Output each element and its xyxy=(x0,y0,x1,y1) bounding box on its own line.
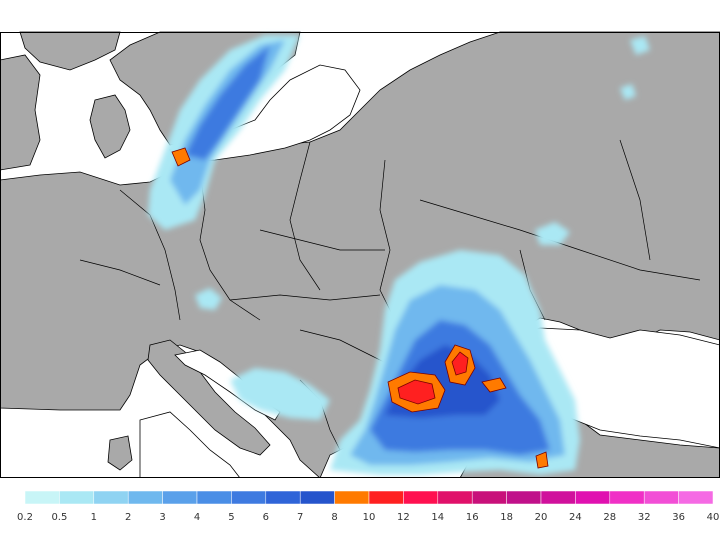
precip-area xyxy=(630,36,650,55)
precipitation-cores xyxy=(171,147,549,469)
land-denmark xyxy=(89,94,131,159)
legend-tick-label: 32 xyxy=(638,512,651,523)
legend-swatch xyxy=(403,490,439,505)
legend-swatches xyxy=(24,490,714,505)
legend-tick-label: 3 xyxy=(159,512,165,523)
legend-swatch xyxy=(334,490,370,505)
legend-tick-label: 16 xyxy=(466,512,479,523)
legend-tick-label: 2 xyxy=(125,512,131,523)
precip-core-red xyxy=(451,351,469,376)
legend-tick-label: 20 xyxy=(535,512,548,523)
precipitation-map xyxy=(0,31,720,478)
legend-tick-label: 0.2 xyxy=(17,512,33,523)
border-line xyxy=(259,229,385,251)
legend-tick-label: 6 xyxy=(263,512,269,523)
legend-swatch xyxy=(162,490,198,505)
legend-swatch xyxy=(437,490,473,505)
land-norway xyxy=(19,31,121,71)
legend-swatch xyxy=(299,490,335,505)
legend-tick-label: 14 xyxy=(431,512,444,523)
legend-tick-label: 36 xyxy=(672,512,685,523)
legend-swatch xyxy=(93,490,129,505)
border-line xyxy=(619,139,651,261)
precip-area xyxy=(535,222,570,245)
legend-swatch xyxy=(231,490,267,505)
legend-swatch xyxy=(609,490,645,505)
legend-tick-label: 12 xyxy=(397,512,410,523)
border-line xyxy=(229,294,381,301)
legend-tick-label: 4 xyxy=(194,512,200,523)
precip-area xyxy=(195,288,222,310)
legend-labels: 0.2 0.5 1 2 3 4 5 6 7 8 10 12 14 16 18 20 24 28 32 36 40 xyxy=(17,512,719,523)
precip-area xyxy=(185,45,270,160)
legend: 0.2 0.5 1 2 3 4 5 6 7 8 10 12 14 16 18 20 24 28 32 36 40 xyxy=(17,490,719,523)
border-line xyxy=(119,189,181,321)
land-britain xyxy=(0,54,41,171)
legend-swatch xyxy=(24,490,60,505)
precip-area xyxy=(230,368,330,420)
legend-swatch xyxy=(196,490,232,505)
precip-core-red xyxy=(397,379,436,405)
legend-tick-label: 1 xyxy=(91,512,97,523)
legend-swatch xyxy=(540,490,576,505)
legend-tick-label: 24 xyxy=(569,512,582,523)
legend-tick-label: 10 xyxy=(363,512,376,523)
border-line xyxy=(79,259,161,286)
legend-tick-label: 40 xyxy=(707,512,720,523)
legend-swatch xyxy=(59,490,95,505)
precip-area xyxy=(620,84,636,100)
legend-tick-label: 28 xyxy=(603,512,616,523)
precip-core-orange xyxy=(481,377,507,393)
legend-tick-label: 7 xyxy=(297,512,303,523)
border-line xyxy=(199,169,261,321)
legend-swatch xyxy=(127,490,163,505)
precip-core-orange xyxy=(535,451,549,469)
legend-swatch xyxy=(678,490,714,505)
legend-swatch xyxy=(368,490,404,505)
legend-tick-label: 5 xyxy=(228,512,234,523)
land-sardinia xyxy=(107,435,133,471)
legend-tick-label: 18 xyxy=(500,512,513,523)
legend-swatch xyxy=(265,490,301,505)
precip-core-orange xyxy=(171,147,191,167)
legend-swatch xyxy=(506,490,542,505)
legend-tick-label: 8 xyxy=(331,512,337,523)
legend-swatch xyxy=(643,490,679,505)
border-line xyxy=(289,141,321,291)
legend-swatch xyxy=(471,490,507,505)
legend-swatch xyxy=(575,490,611,505)
water-tyrrhenian xyxy=(139,411,241,478)
legend-tick-label: 0.5 xyxy=(51,512,67,523)
